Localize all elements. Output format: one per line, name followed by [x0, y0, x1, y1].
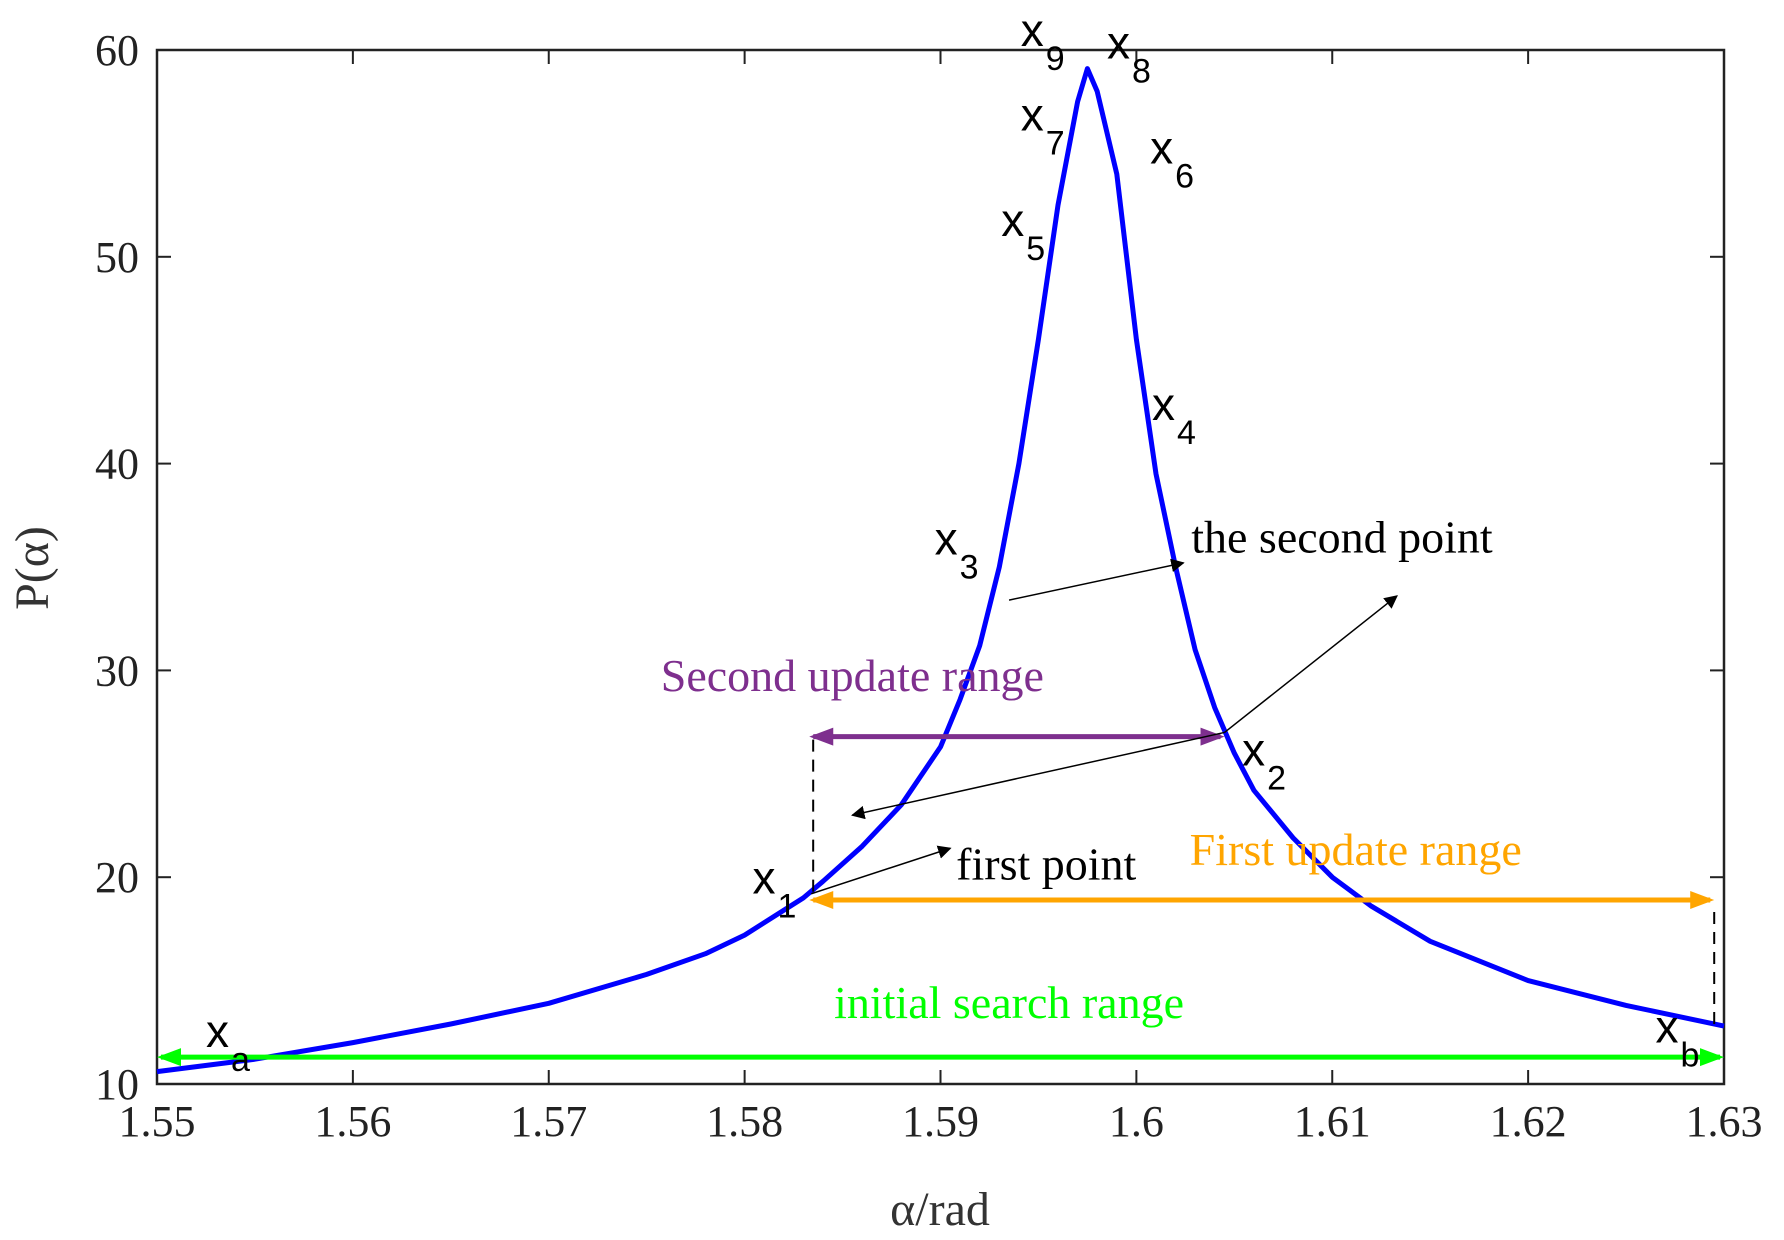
point-label-base: x — [1021, 4, 1044, 56]
y-tick-label: 30 — [95, 646, 139, 695]
point-label-sub: a — [231, 1041, 250, 1079]
y-axis-title: P(α) — [6, 526, 59, 610]
point-label-sub: 5 — [1026, 230, 1045, 268]
x-tick-label: 1.57 — [510, 1097, 587, 1146]
annotations: first point the second point — [810, 512, 1716, 1025]
point-label: xb — [1655, 1001, 1699, 1075]
point-label-base: x — [752, 852, 775, 904]
x-tick-label: 1.63 — [1686, 1097, 1763, 1146]
point-label-base: x — [935, 513, 958, 565]
point-label-sub: 3 — [960, 549, 979, 587]
x-tick-label: 1.59 — [902, 1097, 979, 1146]
point-label-base: x — [1001, 194, 1024, 246]
second-update-range-head-left — [809, 727, 834, 746]
point-label-base: x — [1107, 16, 1130, 68]
y-tick-label: 50 — [95, 233, 139, 282]
y-tick-label: 20 — [95, 853, 139, 902]
y-tick-label: 40 — [95, 440, 139, 489]
point-label: x4 — [1152, 378, 1196, 452]
x-tick-label: 1.58 — [706, 1097, 783, 1146]
x-tick-label: 1.6 — [1109, 1097, 1164, 1146]
y-tick-label: 60 — [95, 26, 139, 75]
initial-range-head-right — [1700, 1048, 1724, 1067]
point-label-base: x — [1021, 89, 1044, 141]
point-label-sub: 4 — [1177, 414, 1196, 452]
second-update-range-label: Second update range — [661, 650, 1044, 701]
point-label-sub: 1 — [777, 888, 796, 926]
point-label: x7 — [1021, 89, 1065, 163]
x-tick-label: 1.62 — [1490, 1097, 1567, 1146]
point-label: x9 — [1021, 4, 1065, 78]
point-label: x2 — [1242, 724, 1286, 798]
plot-area — [155, 48, 1726, 1086]
point-label-base: x — [1152, 378, 1175, 430]
x-tick-label: 1.56 — [314, 1097, 391, 1146]
point-label-sub: 2 — [1267, 760, 1286, 798]
point-label: x5 — [1001, 194, 1045, 268]
annotation-text: first point — [956, 838, 1136, 889]
point-label-base: x — [1150, 122, 1173, 174]
first-update-range-head-right — [1690, 890, 1715, 909]
first-update-range-label: First update range — [1190, 824, 1522, 875]
point-label-sub: 8 — [1132, 52, 1151, 90]
annotation-arrow — [810, 845, 952, 895]
point-label-base: x — [1242, 724, 1265, 776]
annotation-arrow — [1008, 558, 1185, 601]
annotation-arrow — [1224, 595, 1398, 734]
second-update-range-head-right — [1200, 727, 1225, 746]
range-arrows: initial search range First update range Se… — [157, 650, 1724, 1067]
annotation-arrow — [851, 731, 1225, 820]
initial-range-label: initial search range — [834, 977, 1184, 1028]
x-tick-label: 1.61 — [1294, 1097, 1371, 1146]
point-label-sub: 9 — [1046, 40, 1065, 78]
y-tick-label: 10 — [95, 1060, 139, 1109]
point-label: x6 — [1150, 122, 1194, 196]
x-tick-label: 1.55 — [119, 1097, 196, 1146]
initial-range-head-left — [157, 1048, 181, 1067]
annotation-text: the second point — [1191, 512, 1493, 563]
point-label: xa — [206, 1005, 250, 1079]
point-label-sub: 7 — [1046, 125, 1065, 163]
point-label-sub: b — [1680, 1037, 1699, 1075]
x-axis-title: α/rad — [890, 1183, 990, 1236]
series-line — [156, 66, 1725, 1075]
ticks: 1.55 1.56 1.57 1.58 1.59 1.6 1.61 1.62 1.63 10 20 3… — [95, 26, 1763, 1146]
first-update-range-head-left — [809, 890, 834, 909]
curve-layer — [156, 66, 1725, 1075]
point-label-sub: 6 — [1175, 158, 1194, 196]
point-label-base: x — [1655, 1001, 1678, 1053]
point-label-base: x — [206, 1005, 229, 1057]
point-label: x1 — [752, 852, 796, 926]
point-label: x3 — [935, 513, 979, 587]
point-label: x8 — [1107, 16, 1151, 90]
